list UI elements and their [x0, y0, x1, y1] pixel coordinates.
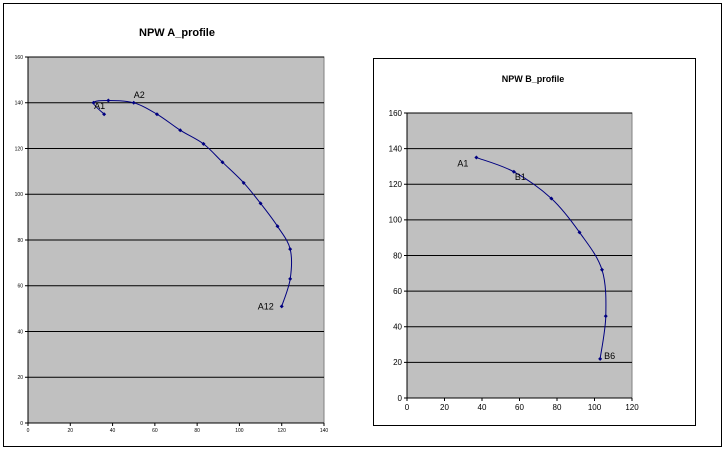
chart-b-x-tick-label: 120 [625, 403, 639, 412]
chart-b-y-tick-label: 120 [389, 180, 403, 189]
chart-a-data-point [131, 100, 136, 105]
chart-b-data-point [603, 314, 608, 319]
chart-b-data-point [598, 356, 603, 361]
chart-a-x-tick-label: 20 [68, 428, 74, 434]
chart-a-data-point [288, 247, 293, 252]
chart-b-y-tick-label: 20 [393, 358, 402, 367]
chart-a-x-tick-label: 120 [278, 428, 287, 434]
chart-a-x-tick-label: 60 [152, 428, 158, 434]
chart-a-y-tick-label: 100 [15, 192, 24, 198]
chart-b-x-tick-label: 100 [588, 403, 602, 412]
chart-a-data-point [220, 160, 225, 165]
chart-a-point-label: A2 [134, 90, 145, 100]
chart-a-title: NPW A_profile [139, 27, 215, 39]
chart-b-y-tick-label: 80 [393, 251, 402, 260]
chart-a-data-point [91, 100, 96, 105]
chart-b-point-label: A1 [457, 159, 468, 169]
chart-a-data-point [178, 128, 183, 133]
chart-a-data-point [258, 201, 263, 206]
chart-a-point-label: A1 [94, 101, 105, 111]
chart-a-x-tick-label: 80 [194, 428, 200, 434]
chart-a-y-tick-label: 20 [17, 375, 23, 381]
chart-b-x-tick-label: 60 [515, 403, 524, 412]
chart-a-data-point [201, 141, 206, 146]
chart-a-data-point [275, 224, 280, 229]
chart-b-data-point [577, 230, 582, 235]
chart-a-data-point [102, 112, 107, 117]
chart-a-data-point [106, 98, 111, 103]
chart-b-point-label: B6 [604, 351, 615, 361]
chart-b-y-tick-label: 60 [393, 287, 402, 296]
chart-a-data-point [154, 112, 159, 117]
chart-b-y-tick-label: 140 [389, 144, 403, 153]
chart-b-title: NPW B_profile [502, 74, 565, 84]
chart-a-y-tick-label: 120 [15, 146, 24, 152]
chart-a-y-tick-label: 60 [17, 284, 23, 290]
chart-a-y-tick-label: 0 [20, 421, 23, 427]
chart-b-data-point [549, 196, 554, 201]
chart-a-x-tick-label: 0 [27, 428, 30, 434]
chart-a-y-tick-label: 40 [17, 329, 23, 335]
chart-a-y-tick-label: 80 [17, 238, 23, 244]
chart-b-data-point [511, 169, 516, 174]
chart-a-y-tick-label: 140 [15, 101, 24, 107]
chart-b-x-tick-label: 40 [478, 403, 487, 412]
chart-b-data-point [474, 155, 479, 160]
chart-a-point-label: A12 [258, 301, 274, 311]
chart-a-x-tick-label: 40 [110, 428, 116, 434]
chart-b-x-tick-label: 80 [553, 403, 562, 412]
chart-a-x-tick-label: 140 [320, 428, 329, 434]
chart-b-y-tick-label: 0 [398, 394, 403, 403]
chart-b-x-tick-label: 0 [405, 403, 410, 412]
chart-b-y-tick-label: 100 [389, 216, 403, 225]
chart-b-point-label: B1 [515, 172, 526, 182]
chart-b-y-tick-label: 40 [393, 323, 402, 332]
chart-a-y-tick-label: 160 [15, 55, 24, 61]
chart-b-y-tick-label: 160 [389, 109, 403, 118]
chart-b-x-tick-label: 20 [440, 403, 449, 412]
chart-a-x-tick-label: 100 [235, 428, 244, 434]
chart-b-data-point [600, 267, 604, 272]
chart-a-data-point [288, 276, 293, 281]
chart-a-data-point [279, 304, 284, 309]
chart-a-data-point [241, 180, 246, 185]
